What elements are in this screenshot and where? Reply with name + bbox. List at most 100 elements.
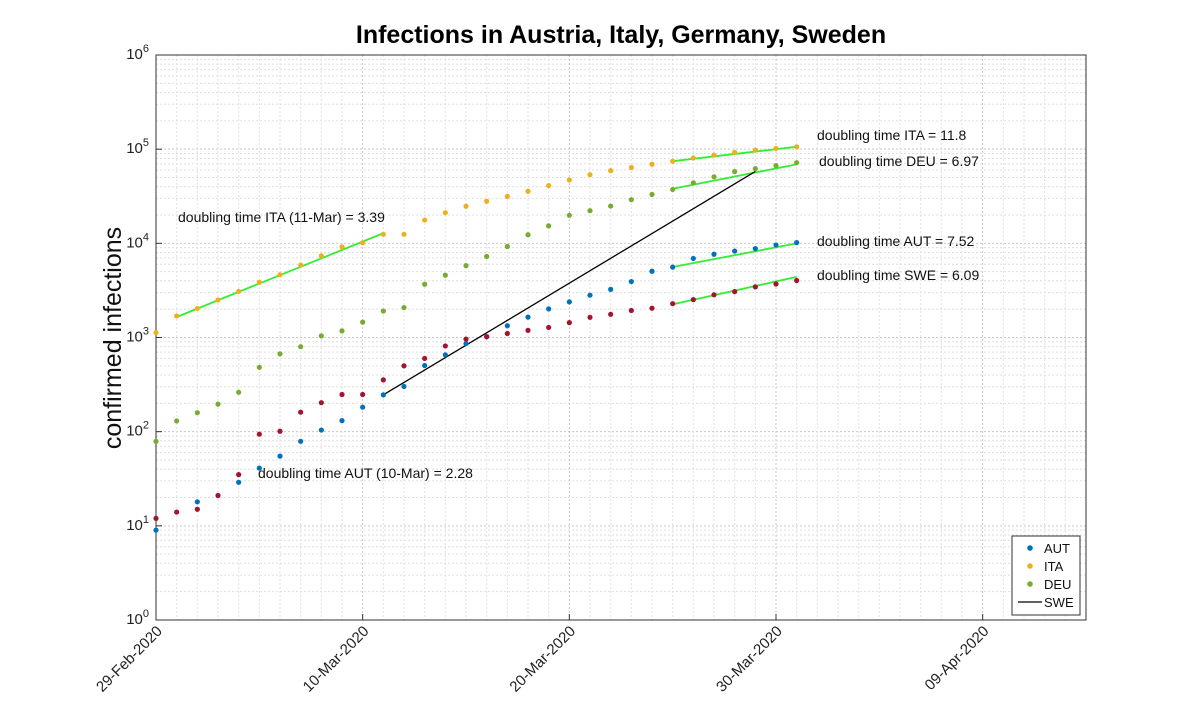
data-point: [360, 391, 366, 398]
data-point: [422, 217, 428, 223]
data-point: [339, 328, 345, 334]
data-point: [587, 208, 593, 214]
data-point: [546, 182, 552, 189]
data-point: [401, 304, 407, 311]
y-tick-label: 101: [126, 514, 149, 534]
chart-title: Infections in Austria, Italy, Germany, S…: [356, 21, 886, 49]
data-point: [794, 240, 800, 246]
data-point: [380, 231, 386, 237]
data-point: [380, 392, 386, 398]
data-point: [318, 333, 324, 339]
data-point: [649, 268, 655, 274]
data-point: [525, 327, 531, 333]
data-point: [649, 161, 655, 167]
grid-lines: [156, 55, 1086, 621]
data-point: [794, 160, 800, 166]
data-point: [298, 438, 304, 444]
data-point: [380, 308, 386, 314]
data-point: [670, 301, 676, 307]
legend-label: DEU: [1044, 577, 1071, 592]
data-point: [360, 319, 366, 325]
data-point: [463, 263, 469, 269]
data-point: [628, 307, 634, 314]
data-point: [794, 144, 800, 150]
data-point: [711, 251, 717, 257]
data-point: [298, 344, 304, 350]
x-tick-label: 20-Mar-2020: [506, 623, 579, 696]
data-point: [690, 297, 696, 303]
data-point: [525, 188, 531, 194]
data-point: [215, 297, 221, 303]
data-point: [690, 255, 696, 262]
data-point: [649, 191, 655, 198]
data-point: [360, 404, 366, 410]
data-point: [153, 527, 159, 533]
x-tick-label: 29-Feb-2020: [93, 623, 166, 696]
data-point: [587, 172, 593, 178]
data-point: [504, 330, 510, 337]
series-ita: [153, 144, 800, 336]
data-point: [442, 210, 448, 216]
data-point: [773, 145, 779, 152]
data-point: [566, 177, 572, 183]
data-point: [215, 401, 221, 407]
data-point: [484, 334, 490, 340]
data-point: [608, 203, 614, 209]
data-point: [546, 223, 552, 229]
x-tick-labels: 29-Feb-2020 10-Mar-2020 20-Mar-2020 30-Mar-…: [93, 614, 992, 696]
x-tick-label: 09-Apr-2020: [922, 623, 993, 694]
data-point: [256, 279, 262, 285]
y-tick-label: 100: [126, 608, 149, 628]
data-point: [525, 314, 531, 320]
data-point: [773, 242, 779, 248]
y-tick-label: 103: [126, 326, 149, 346]
data-point: [587, 292, 593, 298]
data-point: [587, 314, 593, 320]
data-point: [153, 515, 159, 521]
data-point: [339, 244, 345, 250]
annotations: doubling time ITA = 11.8 doubling time DE…: [178, 127, 979, 481]
data-point: [484, 198, 490, 204]
legend-label: AUT: [1044, 541, 1070, 556]
data-point: [566, 299, 572, 305]
data-point: [711, 152, 717, 158]
data-point: [298, 409, 304, 415]
data-point: [442, 343, 448, 349]
annotation-label: doubling time ITA (11-Mar) = 3.39: [178, 209, 385, 225]
data-point: [422, 281, 428, 287]
data-point: [628, 197, 634, 203]
data-point: [442, 272, 448, 278]
data-point: [380, 377, 386, 383]
data-point: [794, 277, 800, 284]
data-point: [194, 499, 200, 505]
series-deu: [153, 160, 800, 444]
data-point: [525, 232, 531, 238]
annotation-label: doubling time AUT = 7.52: [817, 233, 975, 249]
data-point: [215, 492, 221, 499]
annotation-label: doubling time AUT (10-Mar) = 2.28: [258, 465, 473, 481]
y-axis-label: confirmed infections: [99, 227, 127, 449]
data-point: [256, 431, 262, 437]
data-point: [401, 231, 407, 237]
data-point: [401, 363, 407, 369]
data-point: [546, 324, 552, 331]
legend-swatch: [1027, 545, 1033, 551]
data-point: [174, 418, 180, 424]
data-point: [174, 313, 180, 319]
data-point: [628, 278, 634, 285]
data-point: [732, 248, 738, 254]
data-point: [153, 329, 159, 336]
data-point: [752, 147, 758, 153]
data-point: [318, 427, 324, 433]
data-point: [174, 509, 180, 515]
legend-swatch: [1027, 563, 1033, 569]
series-aut: [153, 240, 800, 533]
data-point: [649, 305, 655, 311]
annotation-label: doubling time SWE = 6.09: [817, 267, 979, 283]
x-tick-label: 30-Mar-2020: [713, 623, 786, 696]
data-point: [670, 186, 676, 193]
data-point: [236, 479, 242, 485]
data-point: [752, 166, 758, 172]
data-point: [463, 203, 469, 209]
